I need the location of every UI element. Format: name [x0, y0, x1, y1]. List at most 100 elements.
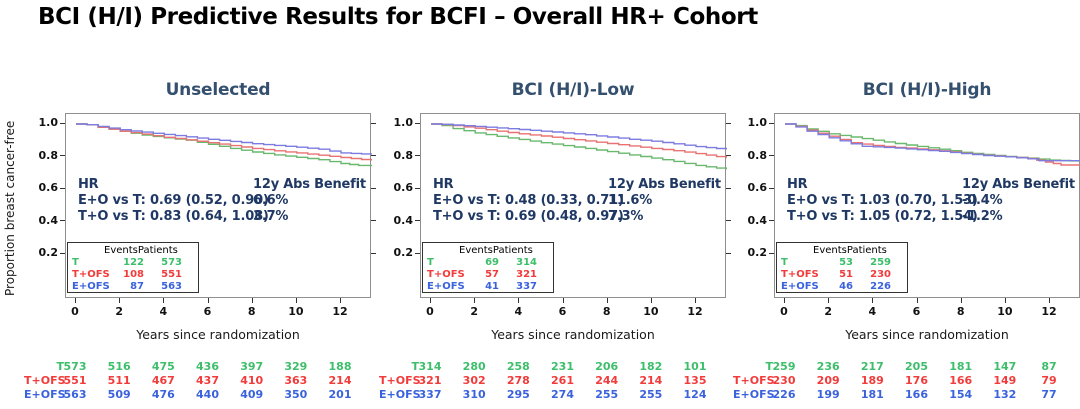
y-tick-label: 0.6: [38, 181, 59, 194]
km-curves: [785, 123, 1080, 166]
at-risk-count: 280: [462, 360, 486, 373]
y-tick-label: 0.8: [393, 148, 414, 162]
benefit-annotation: 12y Abs Benefit -0.4% -1.2%: [962, 177, 1075, 225]
x-tick-label: 0: [71, 305, 79, 318]
x-tick: [606, 298, 608, 303]
events-count: 69: [485, 257, 499, 268]
x-axis-title: Years since randomization: [491, 327, 655, 342]
benefit-value: 11.6%: [608, 193, 653, 208]
benefit-value: 3.7%: [253, 209, 289, 224]
events-count: 108: [123, 269, 144, 280]
x-axis-title: Years since randomization: [845, 327, 1009, 342]
y-tick-right: [726, 187, 731, 189]
at-risk-count: 467: [151, 374, 175, 387]
y-tick: [60, 122, 65, 124]
km-curves: [76, 123, 372, 167]
at-risk-count: 302: [462, 374, 486, 387]
events-row-label: T+OFS: [427, 269, 465, 280]
events-row-label: T: [781, 257, 788, 268]
km-curves: [431, 123, 727, 170]
x-tick-label: 4: [514, 305, 523, 318]
events-table-header: EventsPatients: [459, 245, 533, 256]
at-risk-label: T+OFS: [379, 374, 421, 387]
benefit-header: 12y Abs Benefit: [253, 177, 366, 192]
y-tick: [60, 187, 65, 189]
x-tick: [518, 298, 520, 303]
x-tick: [295, 298, 297, 303]
y-tick-label: 0.8: [38, 148, 59, 162]
y-tick-label: 0.4: [38, 213, 59, 227]
at-risk-count: 236: [816, 360, 840, 373]
panel-title: BCI (H/I)-Low: [511, 80, 635, 100]
at-risk-count: 511: [107, 374, 131, 387]
patients-count: 321: [516, 269, 537, 280]
at-risk-count: 274: [551, 388, 574, 401]
at-risk-count: 573: [63, 360, 87, 373]
y-tick: [415, 122, 420, 124]
patients-count: 337: [516, 281, 537, 292]
x-tick-label: 12: [687, 305, 703, 318]
at-risk-count: 214: [639, 374, 663, 387]
x-tick-label: 8: [602, 305, 611, 318]
hr-line: E+O vs T: 0.69 (0.52, 0.90): [78, 193, 269, 208]
benefit-value: 6.6%: [253, 193, 289, 208]
events-row-label: T: [427, 257, 434, 268]
at-risk-count: 261: [551, 374, 574, 387]
at-risk-count: 147: [993, 360, 1017, 373]
x-tick: [430, 298, 431, 303]
x-tick-label: 2: [824, 305, 832, 318]
x-tick: [207, 298, 209, 303]
y-tick-label: 0.8: [747, 148, 768, 162]
at-risk-count: 563: [63, 388, 87, 401]
x-tick-label: 6: [203, 305, 212, 318]
at-risk-count: 244: [595, 374, 619, 387]
at-risk-count: 509: [107, 388, 131, 401]
at-risk-count: 199: [816, 388, 840, 401]
km-panel-bci-low: BCI (H/I)-Low 1.0 0.8 0.6 0.4 0.2 0 2 4 6 8 10 12 Yea…: [379, 78, 735, 409]
x-tick-label: 10: [997, 305, 1013, 318]
x-tick: [1049, 298, 1051, 303]
at-risk-count: 87: [1041, 360, 1057, 373]
x-tick-label: 12: [332, 305, 348, 318]
at-risk-count: 166: [905, 388, 928, 401]
x-tick: [695, 298, 697, 303]
events-row-label: E+OFS: [781, 281, 819, 292]
y-tick-right: [726, 220, 731, 221]
at-risk-label: E+OFS: [379, 388, 421, 401]
at-risk-count: 214: [328, 374, 352, 387]
at-risk-count: 259: [772, 360, 796, 373]
events-count: 46: [839, 281, 853, 292]
at-risk-count: 188: [328, 360, 352, 373]
x-tick: [1004, 298, 1006, 303]
km-curve-t: [785, 123, 1080, 162]
events-row-label: E+OFS: [72, 281, 110, 292]
y-tick-right: [371, 155, 376, 156]
y-tick-label: 0.4: [747, 213, 768, 227]
y-tick-right: [371, 122, 376, 124]
events-table-header: EventsPatients: [104, 245, 178, 256]
y-tick: [60, 252, 65, 254]
x-tick: [119, 298, 121, 303]
events-count: 53: [839, 257, 853, 268]
benefit-value: -1.2%: [962, 209, 1003, 224]
at-risk-label: T+OFS: [24, 374, 66, 387]
x-tick-label: 10: [643, 305, 659, 318]
at-risk-count: 201: [328, 388, 352, 401]
events-table-header: EventsPatients: [813, 245, 887, 256]
benefit-annotation: 12y Abs Benefit 11.6% 7.3%: [608, 177, 721, 225]
x-tick: [872, 298, 874, 303]
events-row-label: E+OFS: [427, 281, 465, 292]
hr-header: HR: [787, 177, 808, 192]
at-risk-count: 337: [418, 388, 442, 401]
y-tick-label: 1.0: [747, 116, 768, 129]
y-tick-right: [371, 220, 376, 221]
at-risk-count: 181: [949, 360, 973, 373]
km-curve-e_ofs: [431, 123, 727, 150]
x-tick-label: 2: [470, 305, 478, 318]
at-risk-count: 475: [151, 360, 175, 373]
y-tick-label: 0.6: [393, 181, 414, 194]
x-tick: [474, 298, 476, 303]
y-tick-label: 1.0: [393, 116, 414, 129]
at-risk-count: 310: [462, 388, 486, 401]
km-panel-bci-high: BCI (H/I)-High 1.0 0.8 0.6 0.4 0.2 0 2 4 6 8 10 12 Ye…: [733, 78, 1080, 409]
